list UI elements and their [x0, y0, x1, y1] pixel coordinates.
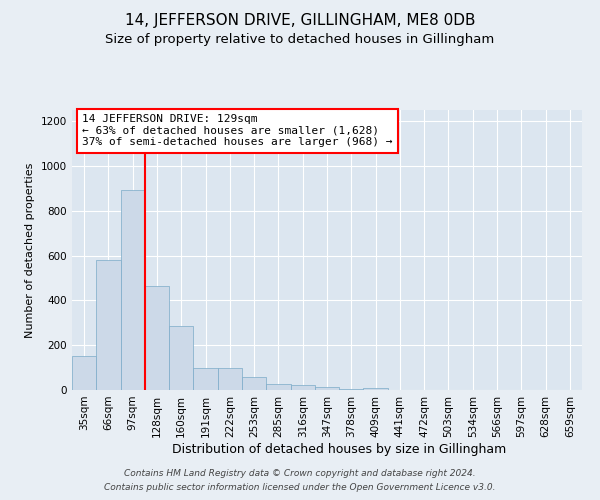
Bar	[96, 260, 121, 390]
Bar	[315, 388, 339, 390]
Bar	[121, 190, 145, 390]
Y-axis label: Number of detached properties: Number of detached properties	[25, 162, 35, 338]
Bar	[266, 384, 290, 390]
Bar	[72, 356, 96, 390]
Bar	[364, 388, 388, 390]
Bar	[290, 385, 315, 390]
Bar	[193, 368, 218, 390]
Bar	[218, 368, 242, 390]
Bar	[145, 286, 169, 390]
Bar	[242, 377, 266, 390]
Text: Contains public sector information licensed under the Open Government Licence v3: Contains public sector information licen…	[104, 484, 496, 492]
Text: Contains HM Land Registry data © Crown copyright and database right 2024.: Contains HM Land Registry data © Crown c…	[124, 468, 476, 477]
Bar	[169, 326, 193, 390]
Text: 14 JEFFERSON DRIVE: 129sqm
← 63% of detached houses are smaller (1,628)
37% of s: 14 JEFFERSON DRIVE: 129sqm ← 63% of deta…	[82, 114, 392, 148]
Text: Size of property relative to detached houses in Gillingham: Size of property relative to detached ho…	[106, 32, 494, 46]
Text: Distribution of detached houses by size in Gillingham: Distribution of detached houses by size …	[172, 442, 506, 456]
Text: 14, JEFFERSON DRIVE, GILLINGHAM, ME8 0DB: 14, JEFFERSON DRIVE, GILLINGHAM, ME8 0DB	[125, 12, 475, 28]
Bar	[339, 389, 364, 390]
